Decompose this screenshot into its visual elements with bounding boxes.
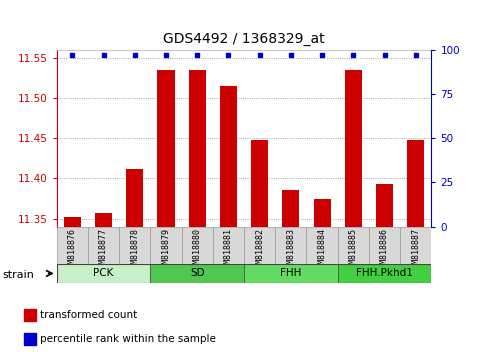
Bar xyxy=(189,70,206,227)
Text: percentile rank within the sample: percentile rank within the sample xyxy=(40,334,216,344)
Bar xyxy=(64,217,81,227)
Text: FHH: FHH xyxy=(280,268,302,279)
Text: GSM818883: GSM818883 xyxy=(286,228,295,273)
Text: GSM818887: GSM818887 xyxy=(411,228,420,273)
Bar xyxy=(213,227,244,264)
Bar xyxy=(345,70,362,227)
Text: GSM818878: GSM818878 xyxy=(130,228,139,273)
Bar xyxy=(57,227,88,264)
Text: strain: strain xyxy=(2,270,35,280)
Bar xyxy=(220,86,237,227)
Text: GSM818882: GSM818882 xyxy=(255,228,264,273)
Text: FHH.Pkhd1: FHH.Pkhd1 xyxy=(356,268,413,279)
Bar xyxy=(275,227,307,264)
Text: SD: SD xyxy=(190,268,205,279)
Bar xyxy=(119,227,150,264)
Bar xyxy=(24,332,35,346)
Bar xyxy=(338,227,369,264)
Text: PCK: PCK xyxy=(93,268,114,279)
Text: GSM818876: GSM818876 xyxy=(68,228,77,273)
Bar xyxy=(338,264,431,283)
Text: GSM818884: GSM818884 xyxy=(317,228,326,273)
Bar xyxy=(314,199,331,227)
Text: GSM818886: GSM818886 xyxy=(380,228,389,273)
Bar xyxy=(244,264,338,283)
Bar xyxy=(24,309,35,321)
Bar xyxy=(244,227,275,264)
Bar xyxy=(282,189,299,227)
Bar xyxy=(157,70,175,227)
Bar xyxy=(307,227,338,264)
Bar xyxy=(88,227,119,264)
Bar xyxy=(400,227,431,264)
Bar xyxy=(369,227,400,264)
Bar xyxy=(95,213,112,227)
Bar xyxy=(57,264,150,283)
Text: GSM818877: GSM818877 xyxy=(99,228,108,273)
Bar xyxy=(126,169,143,227)
Bar xyxy=(407,141,424,227)
Text: transformed count: transformed count xyxy=(40,310,138,320)
Bar xyxy=(150,264,244,283)
Text: GSM818885: GSM818885 xyxy=(349,228,358,273)
Text: GSM818881: GSM818881 xyxy=(224,228,233,273)
Bar xyxy=(150,227,181,264)
Text: GSM818879: GSM818879 xyxy=(162,228,171,273)
Bar xyxy=(251,141,268,227)
Bar xyxy=(376,184,393,227)
Title: GDS4492 / 1368329_at: GDS4492 / 1368329_at xyxy=(163,32,325,46)
Text: GSM818880: GSM818880 xyxy=(193,228,202,273)
Bar xyxy=(181,227,213,264)
